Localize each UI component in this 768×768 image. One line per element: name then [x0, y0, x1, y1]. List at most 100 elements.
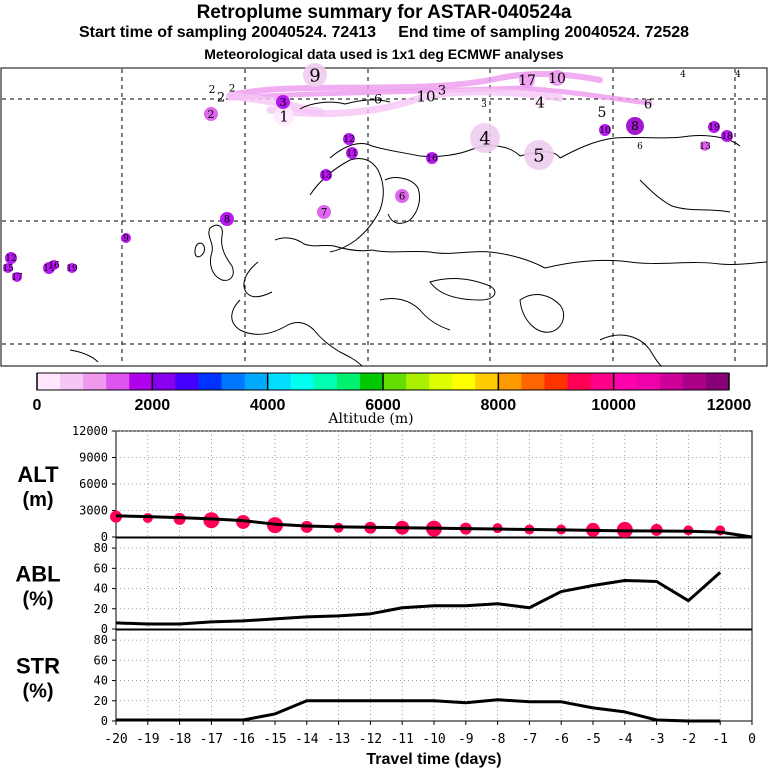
x-tick-label: -1 — [712, 732, 728, 747]
cluster-day-label: 9 — [309, 65, 320, 86]
x-tick-label: -4 — [617, 732, 633, 747]
colorbar-swatch — [429, 373, 453, 390]
colorbar-swatch — [37, 373, 61, 390]
x-tick-label: -10 — [422, 732, 445, 747]
plume-cluster-marker — [121, 233, 131, 243]
y-tick-label: 60 — [94, 653, 108, 667]
cluster-day-label: 14 — [43, 264, 55, 274]
colorbar-swatch — [475, 373, 499, 390]
y-tick-label: 40 — [94, 674, 108, 688]
cluster-day-label: 19 — [708, 123, 720, 133]
panel-frame — [115, 629, 753, 722]
x-tick-label: -9 — [458, 732, 474, 747]
plume-cluster-marker — [276, 95, 290, 109]
x-tick-label: -12 — [359, 732, 382, 747]
plume-cluster-marker — [524, 140, 554, 170]
cluster-day-label: 4 — [735, 70, 741, 80]
plume-cluster-marker — [317, 205, 331, 219]
y-axis-label: ABL — [15, 562, 60, 587]
y-axis-unit: (%) — [22, 681, 53, 703]
x-tick-label: -19 — [136, 732, 159, 747]
colorbar-tick-label: 0 — [33, 397, 42, 414]
altitude-colorbar: 0 2000 4000 6000 8000 10000 12000 Altitude (m) — [33, 372, 751, 427]
cluster-day-label: 11 — [346, 149, 357, 159]
y-axis-unit: (%) — [22, 589, 53, 611]
plume-cluster-marker — [3, 263, 13, 273]
plume-cluster-marker — [303, 63, 327, 87]
colorbar-tick-label: 6000 — [365, 397, 401, 414]
colorbar-swatch — [267, 373, 292, 390]
colorbar-swatch — [359, 373, 384, 390]
plume-cluster-marker — [67, 263, 77, 273]
y-axis-label: ALT — [17, 462, 59, 487]
x-tick-label: -3 — [649, 732, 665, 747]
colorbar-swatch — [636, 373, 661, 390]
x-tick-label: -2 — [681, 732, 697, 747]
colorbar-tick-label: 10000 — [591, 397, 636, 414]
y-tick-label: 6000 — [79, 477, 108, 491]
cluster-day-label: 12 — [5, 254, 16, 264]
plume-cluster-marker — [220, 212, 234, 226]
colorbar-swatch — [590, 373, 615, 390]
plume-cluster-marker — [599, 124, 611, 136]
panel-alt: 0 3000 6000 9000 12000 ALT(m) — [17, 424, 753, 544]
cluster-day-label: 3 — [481, 100, 487, 110]
colorbar-swatch — [682, 373, 707, 390]
y-tick-label: 40 — [94, 582, 108, 596]
page-title: Retroplume summary for ASTAR-040524a — [196, 2, 572, 23]
x-tick-label: -8 — [490, 732, 506, 747]
colorbar-swatch — [659, 373, 684, 390]
cluster-day-label: 9 — [123, 234, 129, 244]
colorbar-swatch — [152, 373, 176, 390]
x-tick-label: -14 — [295, 732, 319, 747]
cluster-day-label: 5 — [533, 145, 544, 166]
x-axis-title: Travel time (days) — [366, 751, 501, 768]
x-tick-label: -20 — [104, 732, 127, 747]
x-tick-label: 0 — [748, 732, 756, 747]
colorbar-tick-label: 8000 — [481, 397, 517, 414]
colorbar-swatch — [613, 373, 638, 390]
plume-cluster-marker — [5, 252, 17, 264]
y-tick-label: 80 — [94, 633, 108, 647]
cluster-day-label: 6 — [637, 142, 643, 152]
time-series-panels: 030006000900012000ALT(m)020406080ABL(%)0… — [15, 424, 756, 768]
colorbar-swatch — [83, 373, 107, 390]
cluster-day-label: 2 — [208, 108, 215, 121]
plume-cluster-marker — [204, 107, 218, 121]
cluster-day-label: 5 — [598, 105, 607, 121]
panel-abl: 0 20 40 60 80 ABL(%) — [15, 537, 753, 636]
cluster-day-label: 2 — [217, 91, 225, 106]
y-tick-label: 0 — [101, 714, 108, 728]
cluster-day-label: 10 — [416, 87, 435, 105]
y-tick-label: 9000 — [79, 451, 108, 465]
x-tick-label: -5 — [585, 732, 601, 747]
cluster-day-label: 16 — [48, 261, 60, 271]
cluster-day-label: 13 — [320, 171, 332, 181]
end-time: End time of sampling 20040524. 72528 — [398, 24, 690, 41]
cluster-day-label: 17 — [11, 273, 23, 283]
cluster-day-label: 1 — [279, 107, 289, 125]
y-axis-unit: (m) — [22, 489, 53, 511]
cluster-day-label: 7 — [321, 208, 327, 219]
colorbar-swatch — [129, 373, 153, 390]
plume-cluster-marker — [470, 123, 500, 153]
altitude-mean-line — [115, 514, 753, 539]
cluster-day-label: 6 — [374, 93, 382, 108]
cluster-day-label: 16 — [426, 154, 438, 164]
plume-cluster-marker — [346, 147, 358, 159]
plume-cluster-marker — [708, 121, 720, 133]
colorbar-tick-label: 4000 — [250, 397, 286, 414]
start-time: Start time of sampling 20040524. 72413 — [78, 24, 376, 41]
y-tick-label: 60 — [94, 561, 108, 575]
plume-cluster-marker — [426, 152, 438, 164]
colorbar-swatch — [406, 373, 430, 390]
y-tick-label: 3000 — [79, 504, 108, 518]
cluster-day-label: 3 — [280, 96, 287, 109]
cluster-day-label: 19 — [66, 264, 78, 274]
colorbar-swatch — [544, 373, 569, 390]
plume-cluster-marker — [49, 260, 59, 270]
